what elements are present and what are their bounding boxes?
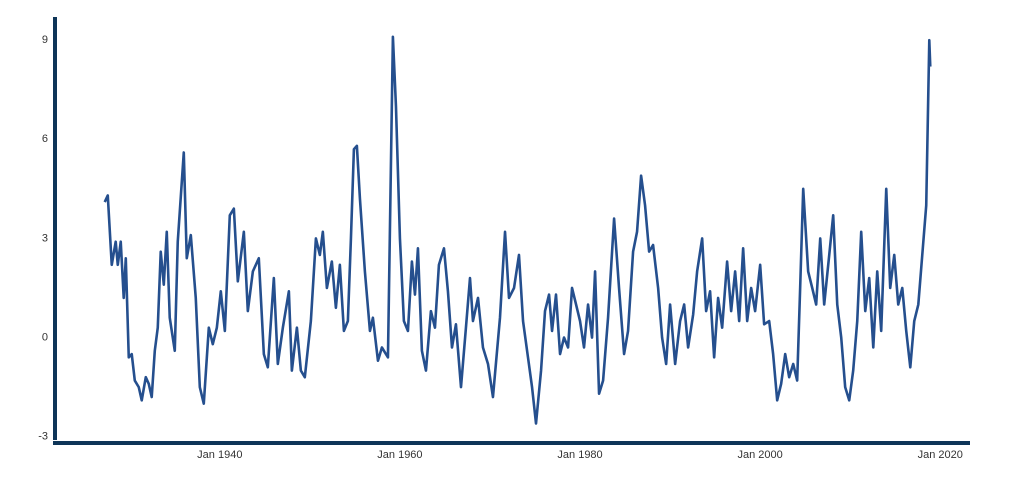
y-tick-label: 3	[42, 232, 48, 244]
x-tick-label: Jan 2000	[738, 449, 783, 461]
y-tick-label: -3	[38, 431, 48, 443]
x-tick-label: Jan 1980	[557, 449, 602, 461]
x-tick-label: Jan 2020	[918, 449, 963, 461]
y-tick-label: 6	[42, 133, 48, 145]
y-tick-label: 9	[42, 34, 48, 46]
y-tick-label: 0	[42, 331, 48, 343]
x-tick-label: Jan 1960	[377, 449, 422, 461]
x-tick-label: Jan 1940	[197, 449, 242, 461]
data-line	[103, 35, 932, 425]
